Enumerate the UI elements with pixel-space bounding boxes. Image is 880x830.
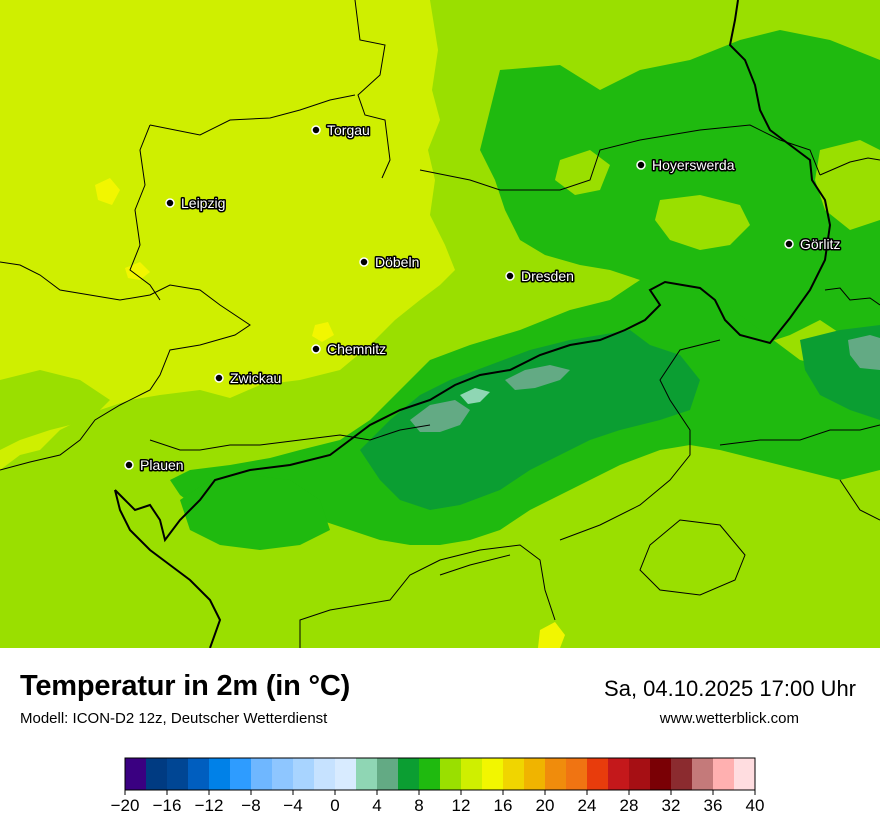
website-link[interactable]: www.wetterblick.com (659, 710, 799, 727)
city-label-zwickau: Zwickau (230, 370, 281, 386)
legend-tick-label: 40 (746, 796, 765, 815)
city-marker-doebeln (359, 257, 369, 267)
legend-swatch (167, 758, 189, 790)
legend-swatch (650, 758, 672, 790)
temp-zone-8c-ridge (360, 330, 700, 510)
legend-swatch (440, 758, 462, 790)
legend-swatch (314, 758, 336, 790)
legend-tick-label: 36 (704, 796, 723, 815)
city-label-goerlitz: Görlitz (800, 236, 840, 252)
temp-zone-4c-ridge (460, 388, 490, 404)
temp-zone-16c-spot-3 (312, 322, 334, 342)
temp-zone-16c-spot-1 (95, 178, 120, 205)
legend-tick-label: −12 (195, 796, 224, 815)
legend-swatch (692, 758, 714, 790)
city-markers: Torgau Leipzig Döbeln Dresden Hoyerswerda Gör… (124, 121, 842, 475)
forecast-datetime: Sa, 04.10.2025 17:00 Uhr (604, 676, 856, 701)
legend-tick-label: −4 (283, 796, 302, 815)
legend-swatch (461, 758, 483, 790)
city-marker-torgau (311, 125, 321, 135)
legend-swatch (671, 758, 693, 790)
temp-zone-12c-southwest (180, 475, 330, 550)
legend-swatch (272, 758, 294, 790)
legend-tick-label: 0 (330, 796, 339, 815)
temp-zone-10c-island-3 (815, 140, 880, 230)
city-marker-leipzig (165, 198, 175, 208)
legend-tick-label: 28 (620, 796, 639, 815)
map-title: Temperatur in 2m (in °C) (20, 670, 351, 702)
city-marker-hoyerswerda (636, 160, 646, 170)
legend-swatch (356, 758, 378, 790)
legend-tick-label: −16 (153, 796, 182, 815)
legend-swatch (293, 758, 315, 790)
national-border (114, 0, 832, 543)
city-marker-zwickau (214, 373, 224, 383)
legend-swatch (608, 758, 630, 790)
legend-tick-label: 12 (452, 796, 471, 815)
legend-swatch (251, 758, 273, 790)
city-label-leipzig: Leipzig (181, 195, 225, 211)
city-label-torgau: Torgau (327, 122, 370, 138)
temperature-map: Torgau Leipzig Döbeln Dresden Hoyerswerda Gör… (0, 0, 880, 648)
legend-tick-label: 4 (372, 796, 381, 815)
city-marker-dresden (505, 271, 515, 281)
legend-tick-label: 24 (578, 796, 597, 815)
legend-swatch (419, 758, 441, 790)
temp-zone-6c-east (848, 335, 880, 370)
legend-tick-label: 32 (662, 796, 681, 815)
map-footer: Temperatur in 2m (in °C) Modell: ICON-D2… (0, 648, 880, 830)
city-marker-goerlitz (784, 239, 794, 249)
legend-tick-label: −8 (241, 796, 260, 815)
model-info: Modell: ICON-D2 12z, Deutscher Wetterdie… (20, 710, 328, 727)
legend-swatch (629, 758, 651, 790)
city-marker-plauen (124, 460, 134, 470)
legend-swatch (587, 758, 609, 790)
temp-zone-16c-spot-4 (538, 622, 565, 648)
legend-tick-label: 8 (414, 796, 423, 815)
city-marker-chemnitz (311, 344, 321, 354)
legend-swatch (713, 758, 735, 790)
legend-swatch (524, 758, 546, 790)
temp-zone-12c-northeast (480, 30, 880, 345)
legend-swatch (335, 758, 357, 790)
city-label-doebeln: Döbeln (375, 254, 419, 270)
national-border-southwest (114, 489, 222, 648)
temp-zone-10c-west (0, 370, 110, 450)
city-label-plauen: Plauen (140, 457, 184, 473)
legend-swatch (230, 758, 252, 790)
city-label-dresden: Dresden (521, 268, 574, 284)
polish-border-east (824, 287, 880, 306)
legend-swatch (398, 758, 420, 790)
temp-zone-6c-ridge-2 (505, 365, 570, 390)
legend-frame (124, 757, 756, 791)
legend-swatch (734, 758, 756, 790)
legend-tick-label: −20 (111, 796, 140, 815)
legend-swatch (377, 758, 399, 790)
color-legend: −20 −16 −12 −8 −4 0 4 8 12 16 20 24 28 32 36 40 (111, 757, 765, 815)
temp-zone-10c-island-1 (655, 195, 750, 250)
border-lines (0, 0, 880, 648)
legend-swatch (188, 758, 210, 790)
legend-tick-label: 16 (494, 796, 513, 815)
legend-swatch (146, 758, 168, 790)
legend-swatch (209, 758, 231, 790)
legend-swatch (566, 758, 588, 790)
temp-zone-6c-ridge-1 (410, 400, 470, 432)
legend-tick-label: 20 (536, 796, 555, 815)
legend-swatch (503, 758, 525, 790)
city-label-hoyerswerda: Hoyerswerda (652, 157, 735, 173)
legend-swatch (125, 758, 147, 790)
legend-swatch (545, 758, 567, 790)
legend-swatch (482, 758, 504, 790)
city-label-chemnitz: Chemnitz (327, 341, 386, 357)
